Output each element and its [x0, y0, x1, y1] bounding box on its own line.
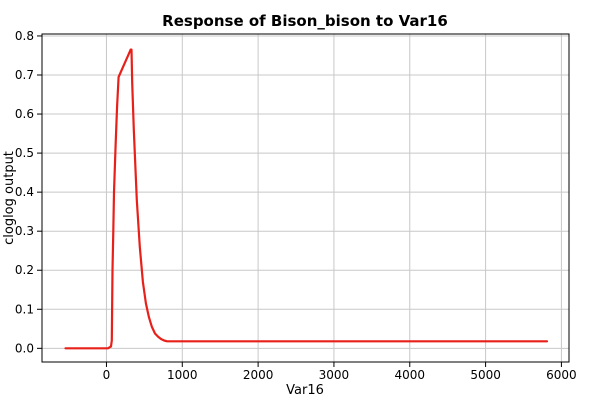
y-tick-label: 0.5 [15, 146, 34, 160]
response-curve [64, 48, 549, 350]
series-layer [64, 48, 549, 350]
x-tick-label: 6000 [546, 368, 577, 382]
y-tick-label: 0.6 [15, 107, 34, 121]
y-tick-label: 0.0 [15, 341, 34, 355]
x-tick-label: 5000 [470, 368, 501, 382]
y-tick-label: 0.7 [15, 68, 34, 82]
x-tick-label: 2000 [243, 368, 274, 382]
y-tick-label: 0.1 [15, 302, 34, 316]
x-tick-label: 4000 [394, 368, 425, 382]
y-axis-label: cloglog output [2, 151, 17, 245]
grid-layer [42, 34, 569, 362]
y-tick-label: 0.8 [15, 29, 34, 43]
x-tick-label: 1000 [167, 368, 198, 382]
tick-layer: 0 1000 2000 3000 4000 5000 6000 0.0 0.1 0.2 0.3 0.4… [15, 29, 577, 382]
x-tick-label: 3000 [319, 368, 350, 382]
chart-title: Response of Bison_bison to Var16 [162, 12, 448, 30]
y-tick-label: 0.3 [15, 224, 34, 238]
x-tick-label: 0 [103, 368, 111, 382]
x-axis-label: Var16 [286, 383, 324, 398]
plot-frame [41, 33, 570, 363]
y-tick-label: 0.2 [15, 263, 34, 277]
y-tick-label: 0.4 [15, 185, 34, 199]
